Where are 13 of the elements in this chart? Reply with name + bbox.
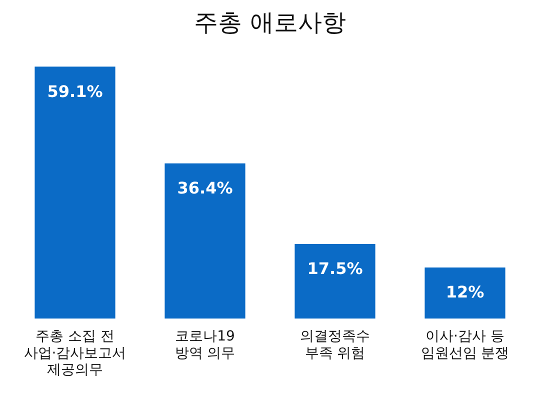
bar bbox=[424, 267, 506, 319]
chart-title: 주총 애로사항 bbox=[194, 8, 346, 37]
x-tick-label: 의결정족수 부족 위험 bbox=[300, 328, 370, 362]
x-tick-label: 코로나19 방역 의무 bbox=[174, 328, 236, 362]
bar bbox=[164, 163, 246, 319]
x-tick-label: 주총 소집 전 사업·감사보고서 제공의무 bbox=[24, 328, 126, 378]
data-label: 12% bbox=[446, 282, 484, 302]
x-tick-label: 이사·감사 등 임원선임 분쟁 bbox=[420, 328, 510, 362]
data-label: 17.5% bbox=[307, 259, 363, 278]
data-label: 59.1% bbox=[47, 82, 103, 101]
bar bbox=[294, 244, 376, 319]
data-label: 36.4% bbox=[177, 178, 233, 198]
bar bbox=[34, 66, 116, 319]
